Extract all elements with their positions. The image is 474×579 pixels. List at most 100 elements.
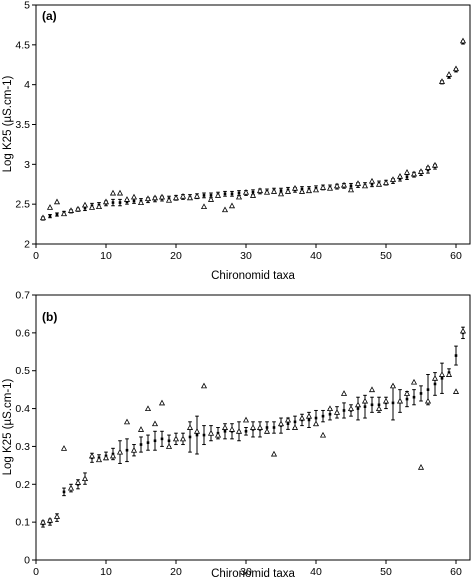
- panel-a-triangle-point: [109, 189, 117, 196]
- panel-b-triangle-point: [249, 424, 257, 430]
- panel-a-triangle-point: [39, 214, 47, 221]
- panel-a-x-tick-label: 30: [240, 250, 252, 262]
- panel-b-mean-point: [125, 448, 129, 452]
- panel-b-triangle-point: [277, 420, 285, 427]
- panel-a-y-tick-label: 3.5: [15, 119, 30, 131]
- panel-b-triangle-point: [144, 405, 152, 412]
- panel-b-mean-point: [153, 439, 157, 443]
- panel-b-y-axis-title: Log K25 (µS.cm-1): [2, 378, 14, 475]
- panel-b-y-tick-label: 0.1: [15, 517, 30, 529]
- panel-b-mean-point: [412, 395, 416, 399]
- panel-b-triangle-point: [375, 405, 383, 412]
- panel-b-mean-point: [146, 441, 150, 444]
- panel-a-triangle-point: [60, 210, 68, 217]
- panel-a-triangle-point: [151, 194, 159, 201]
- panel-b-mean-point: [321, 414, 325, 418]
- panel-b-triangle-point: [116, 448, 124, 455]
- panel-a-mean-point: [48, 214, 52, 218]
- panel-a-triangle-point: [319, 184, 327, 190]
- panel-a-mean-point: [223, 192, 227, 196]
- panel-b-triangle-point: [319, 431, 327, 438]
- panel-a-mean-point: [83, 206, 87, 210]
- panel-a-mean-point: [230, 192, 234, 196]
- panel-b-x-tick-label: 10: [100, 566, 112, 578]
- panel-a-triangle-point: [256, 187, 264, 194]
- panel-b-mean-point: [265, 426, 269, 429]
- panel-a-triangle-point: [193, 192, 201, 199]
- panel-a-triangle-point: [95, 203, 103, 209]
- panel-a-triangle-point: [410, 170, 418, 177]
- panel-a-y-tick-label: 4: [24, 79, 30, 91]
- panel-a-mean-point: [132, 199, 136, 203]
- panel-b-chart: (b) Chironomid taxa Log K25 (µS.cm-1) 0 1…: [2, 290, 471, 579]
- panel-a-triangle-point: [347, 186, 355, 193]
- panel-a-x-tick-label: 0: [33, 250, 39, 262]
- panel-a-triangle-point: [74, 205, 82, 212]
- panel-a-mean-point: [405, 175, 409, 179]
- panel-b-mean-point: [314, 416, 318, 420]
- panel-a-x-tick-label: 40: [310, 250, 322, 262]
- panel-b-triangle-point: [207, 429, 215, 436]
- panel-b-triangle-point: [102, 454, 110, 461]
- panel-a-triangle-point: [221, 206, 229, 213]
- panel-b-triangle-point: [312, 420, 320, 427]
- panel-b-triangle-point: [165, 443, 173, 449]
- panel-a-triangle-point: [88, 204, 96, 210]
- panel-b-triangle-point: [382, 397, 390, 404]
- panel-a-triangle-point: [172, 194, 180, 201]
- panel-b-triangle-point: [228, 426, 236, 432]
- panel-a-triangle-point: [459, 37, 467, 44]
- panel-b-triangle-point: [340, 390, 348, 396]
- panel-b-x-tick-label: 50: [380, 566, 392, 578]
- panel-a-triangle-point: [431, 161, 439, 168]
- panel-a-mean-point: [370, 182, 374, 186]
- panel-a-triangle-point: [137, 199, 145, 206]
- panel-a-triangle-point: [186, 194, 194, 201]
- panel-a-mean-point: [237, 191, 241, 195]
- panel-b-triangle-point: [445, 371, 453, 377]
- panel-b-triangle-point: [431, 375, 439, 381]
- panel-b-triangle-point: [109, 452, 117, 459]
- panel-a-triangle-point: [375, 181, 383, 187]
- panel-b-x-axis-title: Chironomid taxa: [211, 568, 295, 579]
- panel-b-triangle-point: [235, 428, 243, 434]
- panel-b-mean-point: [139, 443, 143, 446]
- panel-b-mean-point: [440, 376, 444, 380]
- panel-b-triangle-point: [291, 424, 299, 430]
- panel-b-marks: [39, 326, 467, 528]
- panel-b-triangle-point: [67, 484, 75, 491]
- panel-b-x-tick-label: 0: [33, 566, 39, 578]
- panel-b-y-tick-label: 0.5: [15, 365, 30, 377]
- panel-a-y-axis-title: Log K25 (µS.cm-1): [2, 75, 14, 172]
- panel-b-triangle-point: [214, 431, 222, 438]
- panel-b-triangle-point: [459, 327, 467, 334]
- panel-a-triangle-point: [207, 196, 215, 202]
- panel-a-triangle-point: [67, 207, 75, 213]
- panel-b-triangle-point: [354, 401, 362, 408]
- panel-b-triangle-point: [284, 416, 292, 423]
- panel-a-triangle-point: [340, 181, 348, 188]
- panel-a-mean-point: [55, 213, 59, 216]
- panel-a-y-tick-label: 2: [24, 239, 30, 251]
- panel-a-triangle-point: [312, 186, 320, 193]
- panel-a-triangle-point: [123, 196, 131, 202]
- panel-b-triangle-point: [60, 445, 68, 451]
- panel-b-mean-point: [307, 418, 311, 422]
- panel-a-triangle-point: [102, 198, 110, 205]
- panel-b-triangle-point: [326, 405, 334, 412]
- panel-a-ticks: 0 10 20 30 40 50 60 2 2.5 3 3.5 4 4.5 5: [15, 0, 462, 262]
- panel-b-y-tick-label: 0.4: [15, 403, 30, 415]
- panel-b-mean-point: [293, 420, 297, 424]
- panel-a-triangle-point: [214, 192, 222, 198]
- panel-b-triangle-point: [396, 397, 404, 404]
- panel-a-triangle-point: [333, 182, 341, 189]
- panel-a-y-tick-label: 4.5: [15, 39, 30, 51]
- panel-b-triangle-point: [270, 450, 278, 457]
- panel-a-triangle-point: [389, 176, 397, 182]
- panel-b-mean-point: [363, 405, 367, 408]
- panel-b-y-tick-label: 0.6: [15, 327, 30, 339]
- panel-a-triangle-point: [165, 196, 173, 203]
- panel-b-triangle-point: [361, 397, 369, 404]
- panel-b-triangle-point: [137, 426, 145, 432]
- panel-b-triangle-point: [333, 409, 341, 415]
